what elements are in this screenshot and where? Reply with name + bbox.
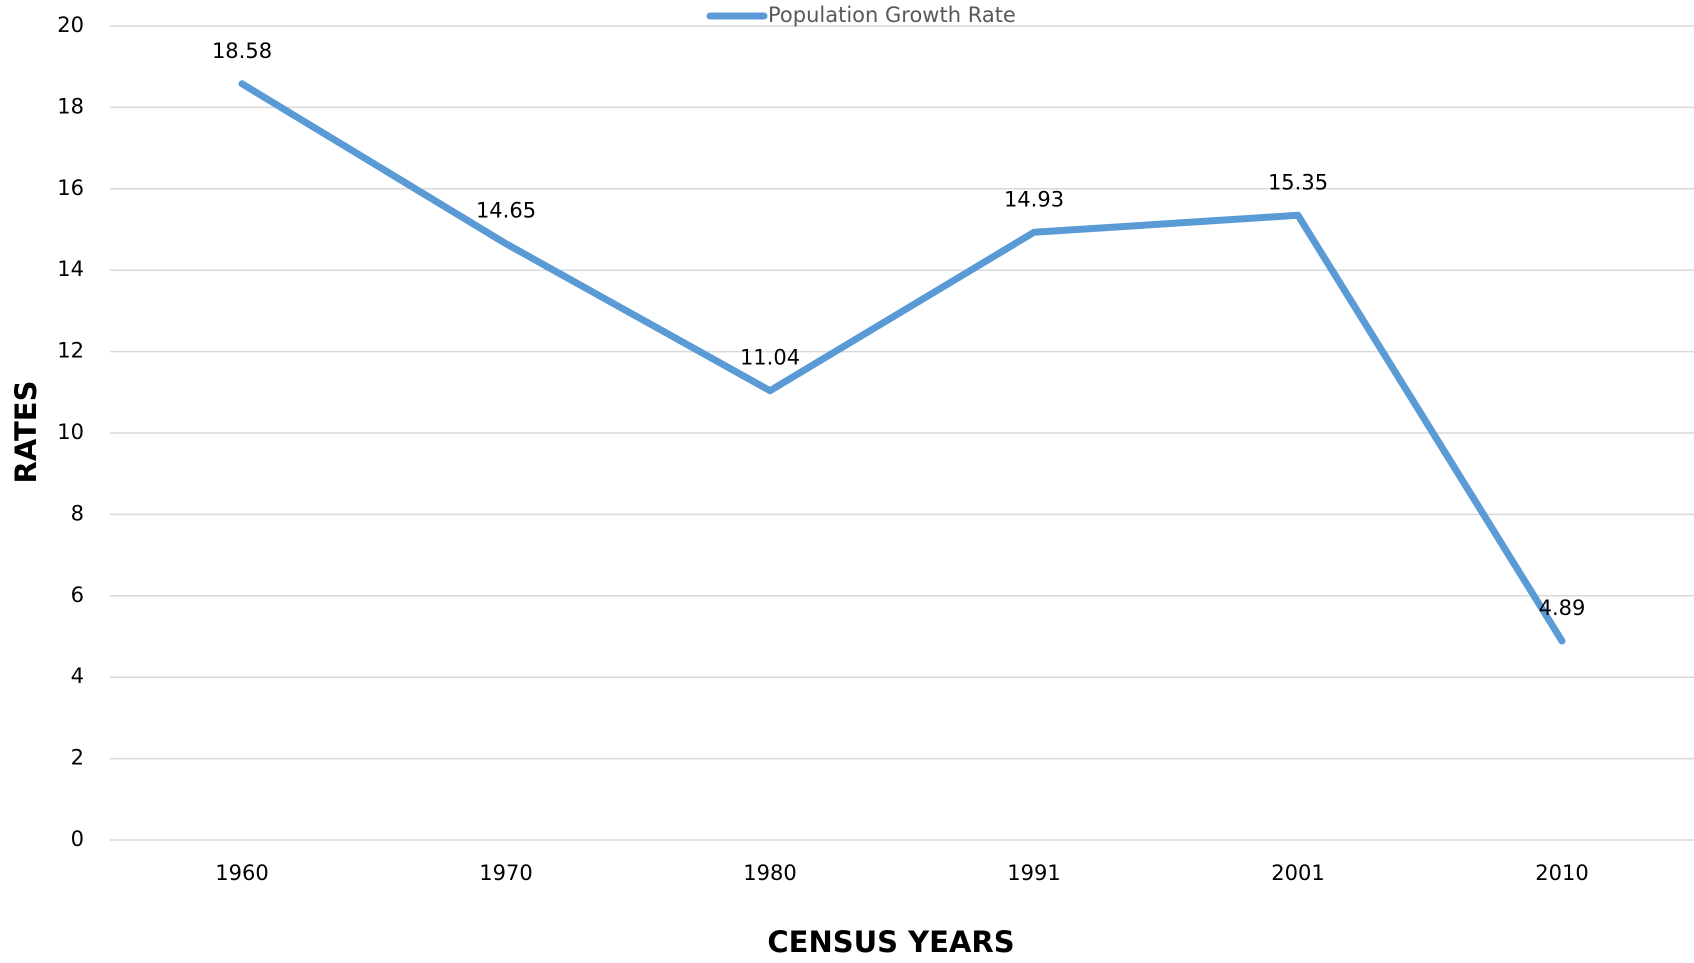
y-tick-label: 0 xyxy=(71,827,84,851)
y-axis-label: RATES xyxy=(9,380,43,483)
y-tick-label: 10 xyxy=(57,420,84,444)
data-label: 15.35 xyxy=(1268,170,1328,194)
y-tick-label: 16 xyxy=(57,176,84,200)
data-label: 11.04 xyxy=(740,346,800,370)
y-tick-label: 4 xyxy=(71,664,84,688)
y-tick-label: 8 xyxy=(71,501,84,525)
x-axis-label: CENSUS YEARS xyxy=(767,925,1014,959)
data-line xyxy=(238,80,1566,645)
y-tick-label: 2 xyxy=(71,746,84,770)
y-tick-label: 6 xyxy=(71,583,84,607)
legend-label: Population Growth Rate xyxy=(768,3,1016,27)
x-tick-label: 1980 xyxy=(743,861,796,885)
x-tick-label: 1991 xyxy=(1007,861,1060,885)
x-tick-label: 2001 xyxy=(1271,861,1324,885)
y-tick-label: 12 xyxy=(57,339,84,363)
data-label: 14.65 xyxy=(476,199,536,223)
y-tick-label: 18 xyxy=(57,94,84,118)
x-tick-label: 1970 xyxy=(479,861,532,885)
data-label: 4.89 xyxy=(1539,596,1586,620)
y-tick-label: 14 xyxy=(57,257,84,281)
x-tick-label: 2010 xyxy=(1535,861,1588,885)
data-label: 14.93 xyxy=(1004,187,1064,211)
x-tick-label: 1960 xyxy=(215,861,268,885)
y-tick-label: 20 xyxy=(57,13,84,37)
data-label: 18.58 xyxy=(212,39,272,63)
